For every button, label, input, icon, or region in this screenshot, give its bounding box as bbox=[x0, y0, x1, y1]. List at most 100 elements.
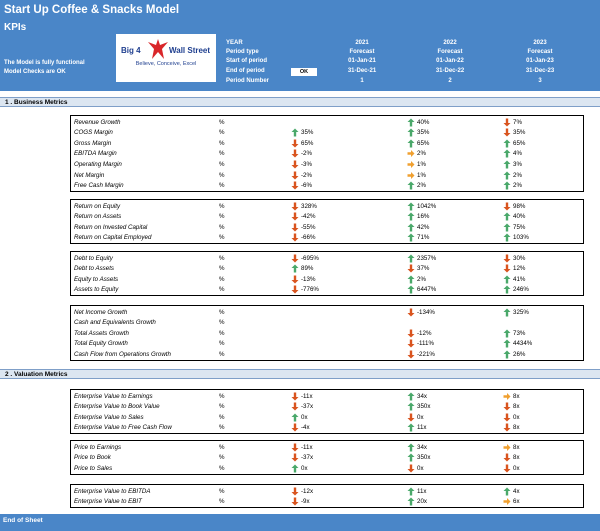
metric-value-cell[interactable]: 0x bbox=[291, 413, 351, 422]
metric-row[interactable]: Gross Margin% 65% 65% 65% bbox=[71, 139, 583, 148]
metric-value-cell[interactable]: -2% bbox=[291, 149, 351, 158]
metric-value-cell[interactable]: 98% bbox=[503, 202, 563, 211]
metric-value-cell[interactable] bbox=[291, 118, 351, 127]
metric-row[interactable]: COGS Margin% 35% 35% 35% bbox=[71, 128, 583, 137]
metric-value-cell[interactable] bbox=[291, 308, 351, 317]
metric-value-cell[interactable]: 34x bbox=[407, 443, 467, 452]
metric-value-cell[interactable]: 4% bbox=[503, 149, 563, 158]
metric-value-cell[interactable]: 350x bbox=[407, 453, 467, 462]
metric-value-cell[interactable]: -66% bbox=[291, 233, 351, 242]
metric-value-cell[interactable]: 0x bbox=[503, 413, 563, 422]
metric-value-cell[interactable]: 325% bbox=[503, 308, 563, 317]
metric-value-cell[interactable]: 2% bbox=[407, 275, 467, 284]
metric-value-cell[interactable]: 65% bbox=[291, 139, 351, 148]
metric-value-cell[interactable] bbox=[503, 318, 563, 327]
metric-value-cell[interactable]: 1042% bbox=[407, 202, 467, 211]
metric-row[interactable]: Enterprise Value to Earnings% -11x 34x 8x bbox=[71, 392, 583, 401]
metric-value-cell[interactable]: 8x bbox=[503, 443, 563, 452]
metric-value-cell[interactable]: 30% bbox=[503, 254, 563, 263]
metric-row[interactable]: Return on Capital Employed% -66% 71% 103% bbox=[71, 233, 583, 242]
metric-value-cell[interactable]: -37x bbox=[291, 402, 351, 411]
metric-row[interactable]: Equity to Assets% -13% 2% 41% bbox=[71, 275, 583, 284]
metric-value-cell[interactable]: 0x bbox=[291, 464, 351, 473]
metric-value-cell[interactable]: 350x bbox=[407, 402, 467, 411]
metric-row[interactable]: Revenue Growth% 40% 7% bbox=[71, 118, 583, 127]
metric-value-cell[interactable]: 42% bbox=[407, 223, 467, 232]
metric-value-cell[interactable]: 2% bbox=[503, 181, 563, 190]
metric-value-cell[interactable]: 2% bbox=[407, 181, 467, 190]
metric-value-cell[interactable]: -4x bbox=[291, 423, 351, 432]
metric-value-cell[interactable]: 11x bbox=[407, 487, 467, 496]
metric-value-cell[interactable]: 4434% bbox=[503, 339, 563, 348]
metric-value-cell[interactable]: -12% bbox=[407, 329, 467, 338]
metric-value-cell[interactable]: 2% bbox=[503, 171, 563, 180]
metric-row[interactable]: Total Assets Growth% -12% 73% bbox=[71, 329, 583, 338]
metric-value-cell[interactable]: 40% bbox=[503, 212, 563, 221]
metric-value-cell[interactable]: 8x bbox=[503, 392, 563, 401]
metric-row[interactable]: Enterprise Value to EBITDA% -12x 11x 4x bbox=[71, 487, 583, 496]
metric-value-cell[interactable]: -11x bbox=[291, 443, 351, 452]
metric-row[interactable]: Price to Book% -37x 350x 8x bbox=[71, 453, 583, 462]
metric-value-cell[interactable] bbox=[291, 329, 351, 338]
metric-value-cell[interactable]: 0x bbox=[407, 464, 467, 473]
metric-row[interactable]: Price to Sales% 0x 0x 0x bbox=[71, 464, 583, 473]
metric-value-cell[interactable]: 6x bbox=[503, 497, 563, 506]
metric-value-cell[interactable] bbox=[291, 339, 351, 348]
metric-value-cell[interactable]: 35% bbox=[503, 128, 563, 137]
metric-row[interactable]: Cash Flow from Operations Growth% -221% 26… bbox=[71, 350, 583, 359]
metric-row[interactable]: Cash and Equivalents Growth% bbox=[71, 318, 583, 327]
metric-row[interactable]: Price to Earnings% -11x 34x 8x bbox=[71, 443, 583, 452]
metric-value-cell[interactable]: 20x bbox=[407, 497, 467, 506]
metric-value-cell[interactable]: 35% bbox=[407, 128, 467, 137]
metric-row[interactable]: Enterprise Value to Sales% 0x 0x 0x bbox=[71, 413, 583, 422]
metric-value-cell[interactable]: -111% bbox=[407, 339, 467, 348]
metric-value-cell[interactable]: 11x bbox=[407, 423, 467, 432]
metric-value-cell[interactable]: -6% bbox=[291, 181, 351, 190]
metric-value-cell[interactable]: 37% bbox=[407, 264, 467, 273]
metric-value-cell[interactable]: 41% bbox=[503, 275, 563, 284]
metric-value-cell[interactable]: 7% bbox=[503, 118, 563, 127]
metric-value-cell[interactable]: 246% bbox=[503, 285, 563, 294]
metric-row[interactable]: Assets to Equity% -776% 6447% 246% bbox=[71, 285, 583, 294]
metric-value-cell[interactable]: 75% bbox=[503, 223, 563, 232]
metric-value-cell[interactable]: 89% bbox=[291, 264, 351, 273]
metric-value-cell[interactable]: 71% bbox=[407, 233, 467, 242]
metric-row[interactable]: Free Cash Margin% -6% 2% 2% bbox=[71, 181, 583, 190]
section-valuation-metrics[interactable]: 2 . Valuation Metrics bbox=[0, 369, 600, 379]
metric-row[interactable]: Net Margin% -2% 1% 2% bbox=[71, 171, 583, 180]
metric-value-cell[interactable]: 8x bbox=[503, 402, 563, 411]
metric-row[interactable]: EBITDA Margin% -2% 2% 4% bbox=[71, 149, 583, 158]
metric-value-cell[interactable]: 2% bbox=[407, 149, 467, 158]
metric-value-cell[interactable]: 40% bbox=[407, 118, 467, 127]
metric-row[interactable]: Operating Margin% -3% 1% 3% bbox=[71, 160, 583, 169]
metric-value-cell[interactable]: 1% bbox=[407, 160, 467, 169]
metric-value-cell[interactable]: 12% bbox=[503, 264, 563, 273]
metric-row[interactable]: Net Income Growth% -134% 325% bbox=[71, 308, 583, 317]
metric-value-cell[interactable]: 2357% bbox=[407, 254, 467, 263]
metric-value-cell[interactable]: 328% bbox=[291, 202, 351, 211]
metric-row[interactable]: Return on Equity% 328% 1042% 98% bbox=[71, 202, 583, 211]
metric-row[interactable]: Enterprise Value to EBIT% -9x 20x 6x bbox=[71, 497, 583, 506]
metric-value-cell[interactable]: -9x bbox=[291, 497, 351, 506]
metric-value-cell[interactable]: 26% bbox=[503, 350, 563, 359]
metric-value-cell[interactable]: 35% bbox=[291, 128, 351, 137]
metric-value-cell[interactable]: 3% bbox=[503, 160, 563, 169]
metric-value-cell[interactable]: -134% bbox=[407, 308, 467, 317]
metric-value-cell[interactable]: 103% bbox=[503, 233, 563, 242]
metric-value-cell[interactable]: 1% bbox=[407, 171, 467, 180]
metric-value-cell[interactable]: 34x bbox=[407, 392, 467, 401]
metric-value-cell[interactable]: -55% bbox=[291, 223, 351, 232]
metric-value-cell[interactable]: -12x bbox=[291, 487, 351, 496]
metric-value-cell[interactable]: 73% bbox=[503, 329, 563, 338]
metric-value-cell[interactable]: 0x bbox=[407, 413, 467, 422]
metric-value-cell[interactable]: 65% bbox=[503, 139, 563, 148]
metric-row[interactable]: Enterprise Value to Free Cash Flow% -4x 11… bbox=[71, 423, 583, 432]
metric-value-cell[interactable]: -695% bbox=[291, 254, 351, 263]
metric-row[interactable]: Debt to Equity% -695% 2357% 30% bbox=[71, 254, 583, 263]
metric-value-cell[interactable]: -3% bbox=[291, 160, 351, 169]
metric-row[interactable]: Return on Invested Capital% -55% 42% 75% bbox=[71, 223, 583, 232]
metric-value-cell[interactable]: 0x bbox=[503, 464, 563, 473]
metric-value-cell[interactable] bbox=[291, 318, 351, 327]
metric-value-cell[interactable]: 4x bbox=[503, 487, 563, 496]
section-business-metrics[interactable]: 1 . Business Metrics bbox=[0, 97, 600, 107]
